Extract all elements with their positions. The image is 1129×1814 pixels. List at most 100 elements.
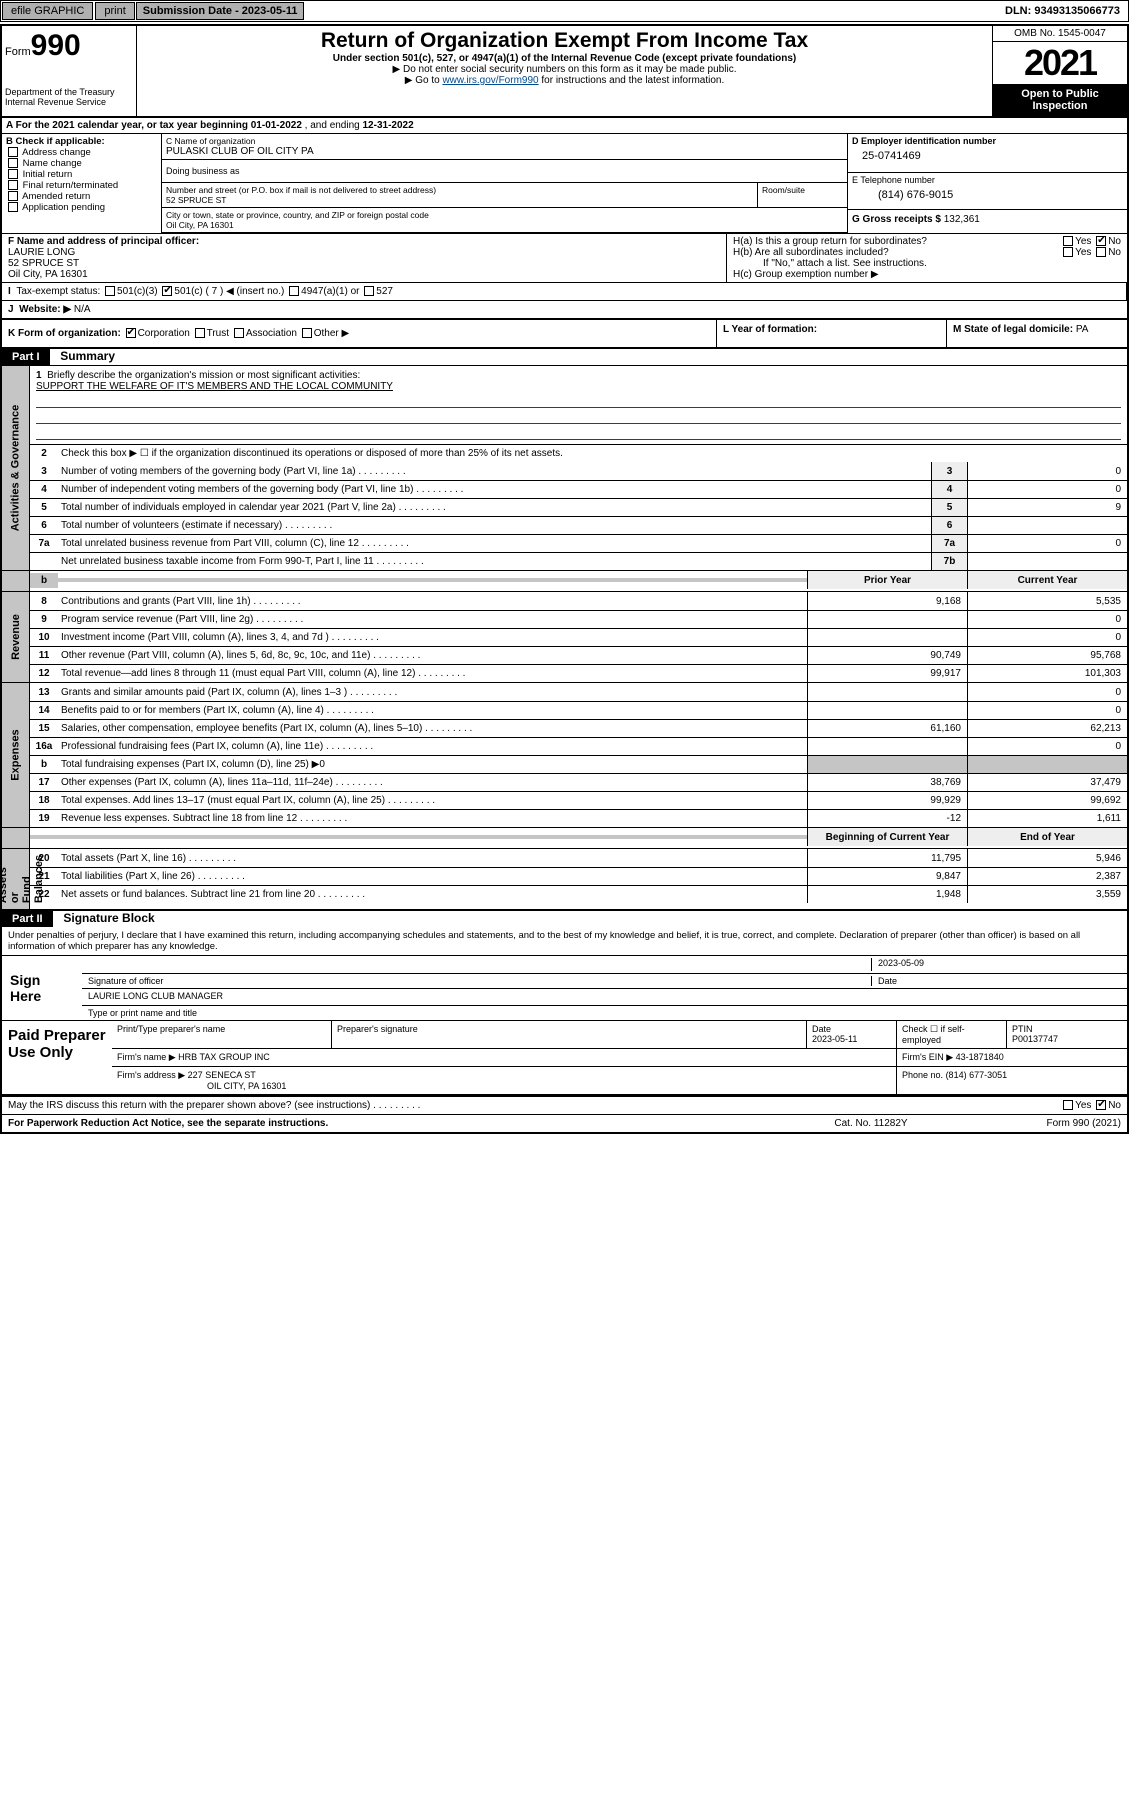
line-12: 12Total revenue—add lines 8 through 11 (… xyxy=(30,664,1127,682)
col-end: End of Year xyxy=(967,828,1127,846)
note-ssn: ▶ Do not enter social security numbers o… xyxy=(143,64,986,75)
part2-title: Signature Block xyxy=(55,909,162,927)
line-7b: Net unrelated business taxable income fr… xyxy=(30,552,1127,570)
firm-phone: (814) 677-3051 xyxy=(946,1070,1008,1080)
line-17: 17Other expenses (Part IX, column (A), l… xyxy=(30,773,1127,791)
note-link: ▶ Go to www.irs.gov/Form990 for instruct… xyxy=(143,75,986,86)
line-11: 11Other revenue (Part VIII, column (A), … xyxy=(30,646,1127,664)
ein: 25-0741469 xyxy=(848,148,1127,173)
checkbox-amended-return[interactable]: Amended return xyxy=(6,191,157,202)
group-return: H(a) Is this a group return for subordin… xyxy=(727,234,1127,282)
ptin: P00137747 xyxy=(1012,1034,1058,1044)
part1-title: Summary xyxy=(52,347,123,365)
line-3: 3Number of voting members of the governi… xyxy=(30,462,1127,480)
line-8: 8Contributions and grants (Part VIII, li… xyxy=(30,592,1127,610)
city-label: City or town, state or province, country… xyxy=(166,210,843,220)
col-b-checkboxes: B Check if applicable: Address change Na… xyxy=(2,134,162,233)
city: Oil City, PA 16301 xyxy=(166,220,843,230)
row-a-taxyear: A For the 2021 calendar year, or tax yea… xyxy=(2,118,1127,134)
street-label: Number and street (or P.O. box if mail i… xyxy=(166,185,753,195)
form-word: Form xyxy=(5,46,31,58)
name-title-label: Type or print name and title xyxy=(88,1008,1121,1018)
print-button[interactable]: print xyxy=(95,2,134,20)
line-16a: 16aProfessional fundraising fees (Part I… xyxy=(30,737,1127,755)
col-prior: Prior Year xyxy=(807,571,967,589)
tax-year: 2021 xyxy=(993,42,1127,84)
form-subtitle: Under section 501(c), 527, or 4947(a)(1)… xyxy=(143,53,986,64)
submission-date: Submission Date - 2023-05-11 xyxy=(136,2,305,20)
efile-button[interactable]: efile GRAPHIC xyxy=(2,2,93,20)
form-of-org: K Form of organization: Corporation Trus… xyxy=(2,320,717,347)
form-page: Form990 Department of the Treasury Inter… xyxy=(0,24,1129,1134)
line2: Check this box ▶ ☐ if the organization d… xyxy=(58,446,1127,461)
org-name-label: C Name of organization xyxy=(166,136,843,146)
ein-label: D Employer identification number xyxy=(848,134,1127,148)
self-employed-check: Check ☐ if self-employed xyxy=(897,1021,1007,1048)
part1-header: Part I xyxy=(2,349,50,365)
mission-label: Briefly describe the organization's miss… xyxy=(47,370,360,381)
side-activities-governance: Activities & Governance xyxy=(2,366,30,570)
firm-addr: 227 SENECA ST xyxy=(188,1070,256,1080)
firm-name: HRB TAX GROUP INC xyxy=(178,1052,270,1062)
line-14: 14Benefits paid to or for members (Part … xyxy=(30,701,1127,719)
officer-name: LAURIE LONG CLUB MANAGER xyxy=(88,991,1121,1003)
line-20: 20Total assets (Part X, line 16)11,7955,… xyxy=(30,849,1127,867)
principal-officer: F Name and address of principal officer:… xyxy=(2,234,727,282)
firm-ein: 43-1871840 xyxy=(956,1052,1004,1062)
checkbox-final-return-terminated[interactable]: Final return/terminated xyxy=(6,180,157,191)
preparer-date: 2023-05-11 xyxy=(812,1034,857,1044)
state-domicile: M State of legal domicile: PA xyxy=(947,320,1127,347)
penalty-text: Under penalties of perjury, I declare th… xyxy=(2,927,1127,956)
col-beginning: Beginning of Current Year xyxy=(807,828,967,846)
line-13: 13Grants and similar amounts paid (Part … xyxy=(30,683,1127,701)
side-netassets: Net Assets or Fund Balances xyxy=(2,849,30,909)
form-number: 990 xyxy=(31,29,81,62)
irs-link[interactable]: www.irs.gov/Form990 xyxy=(442,75,538,86)
dba-label: Doing business as xyxy=(162,160,847,183)
open-public: Open to Public Inspection xyxy=(993,84,1127,116)
part2: Part II Signature Block Under penalties … xyxy=(2,909,1127,1114)
part1: Part I Summary Activities & Governance 1… xyxy=(2,349,1127,909)
website: J Website: ▶ N/A xyxy=(2,300,1127,318)
top-toolbar: efile GRAPHIC print Submission Date - 20… xyxy=(0,0,1129,22)
tel-label: E Telephone number xyxy=(848,173,1127,187)
dept-treasury: Department of the Treasury Internal Reve… xyxy=(5,87,133,107)
sig-officer-label: Signature of officer xyxy=(88,976,871,986)
gross-receipts: G Gross receipts $ 132,361 xyxy=(848,210,1127,229)
checkbox-application-pending[interactable]: Application pending xyxy=(6,202,157,213)
tax-exempt-status: I Tax-exempt status: 501(c)(3) 501(c) ( … xyxy=(2,283,1127,300)
mission-text: SUPPORT THE WELFARE OF IT'S MEMBERS AND … xyxy=(36,381,393,392)
line-19: 19Revenue less expenses. Subtract line 1… xyxy=(30,809,1127,827)
preparer-sig-label: Preparer's signature xyxy=(332,1021,807,1048)
sig-date-label: Date xyxy=(871,976,1121,986)
line-7a: 7aTotal unrelated business revenue from … xyxy=(30,534,1127,552)
room-label: Room/suite xyxy=(757,183,847,207)
line-18: 18Total expenses. Add lines 13–17 (must … xyxy=(30,791,1127,809)
checkbox-name-change[interactable]: Name change xyxy=(6,158,157,169)
line-10: 10Investment income (Part VIII, column (… xyxy=(30,628,1127,646)
part2-header: Part II xyxy=(2,911,53,927)
tel: (814) 676-9015 xyxy=(848,187,1127,210)
omb-number: OMB No. 1545-0047 xyxy=(993,26,1127,42)
line-22: 22Net assets or fund balances. Subtract … xyxy=(30,885,1127,903)
line-5: 5Total number of individuals employed in… xyxy=(30,498,1127,516)
org-name: PULASKI CLUB OF OIL CITY PA xyxy=(166,146,843,157)
line-4: 4Number of independent voting members of… xyxy=(30,480,1127,498)
form-footer: Form 990 (2021) xyxy=(971,1118,1121,1129)
may-irs-discuss: May the IRS discuss this return with the… xyxy=(2,1096,1127,1114)
line-15: 15Salaries, other compensation, employee… xyxy=(30,719,1127,737)
col-current: Current Year xyxy=(967,571,1127,589)
street: 52 SPRUCE ST xyxy=(166,195,753,205)
line-21: 21Total liabilities (Part X, line 26)9,8… xyxy=(30,867,1127,885)
checkbox-initial-return[interactable]: Initial return xyxy=(6,169,157,180)
form-title: Return of Organization Exempt From Incom… xyxy=(143,29,986,53)
preparer-name-label: Print/Type preparer's name xyxy=(112,1021,332,1048)
cat-no: Cat. No. 11282Y xyxy=(771,1118,971,1129)
sig-date-val: 2023-05-09 xyxy=(871,958,1121,971)
line-6: 6Total number of volunteers (estimate if… xyxy=(30,516,1127,534)
checkbox-address-change[interactable]: Address change xyxy=(6,147,157,158)
line-b: bTotal fundraising expenses (Part IX, co… xyxy=(30,755,1127,773)
side-revenue: Revenue xyxy=(2,592,30,682)
paid-preparer-label: Paid Preparer Use Only xyxy=(2,1021,112,1094)
side-expenses: Expenses xyxy=(2,683,30,827)
